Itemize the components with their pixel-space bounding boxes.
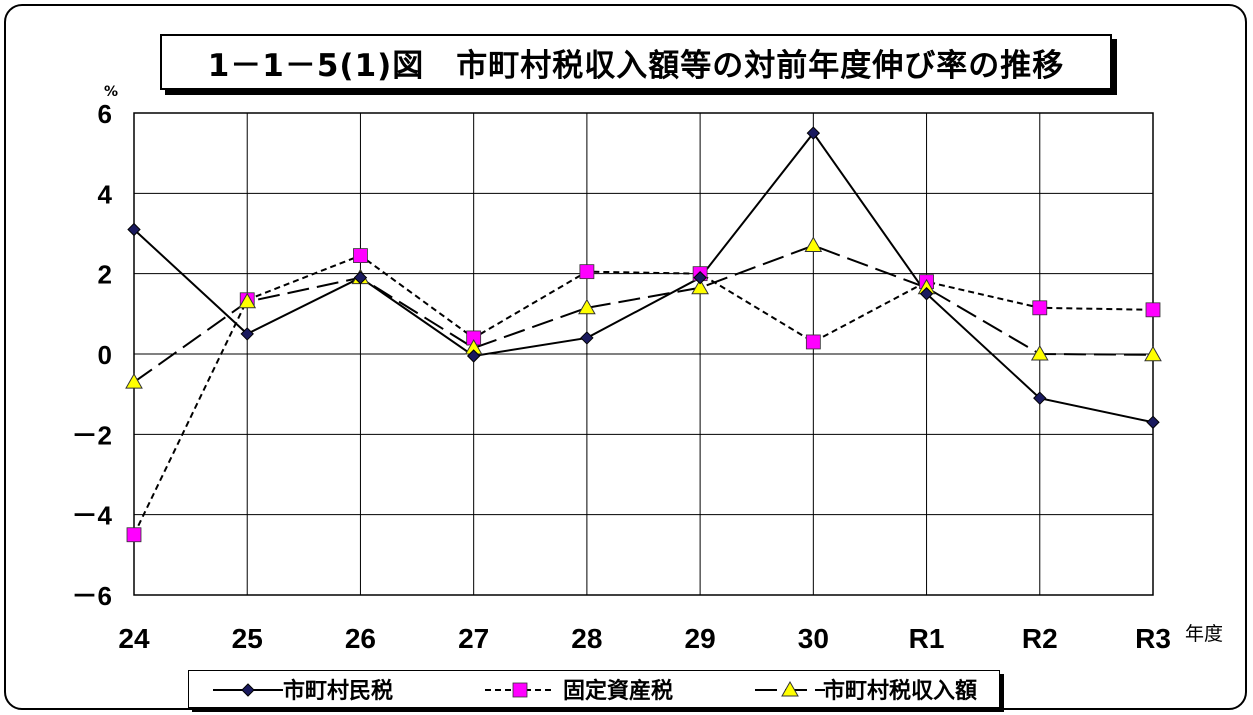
x-tick-label: R3: [1135, 623, 1171, 654]
legend-marker: [512, 682, 528, 698]
y-axis-unit-label: %: [104, 84, 118, 100]
legend-label: 市町村税収入額: [823, 678, 977, 704]
legend: 市町村民税 固定資産税 市町村税収入額: [188, 670, 1000, 708]
grid: [133, 112, 1154, 596]
y-tick-label: 2: [98, 260, 112, 290]
series-2-markers: [126, 248, 1161, 543]
data-point: [804, 236, 823, 253]
y-tick-label: －6: [72, 581, 112, 611]
data-point: [580, 331, 594, 345]
data-point: [353, 270, 368, 285]
data-point: [1146, 415, 1160, 429]
data-point: [466, 349, 481, 363]
x-tick-label: R2: [1022, 623, 1058, 654]
series-2: [133, 254, 1154, 536]
data-point: [806, 126, 821, 140]
x-tick-label: 26: [345, 623, 376, 654]
x-tick-label: R1: [909, 623, 945, 654]
data-point: [238, 292, 257, 309]
legend-item-2: 固定資産税: [485, 678, 673, 704]
series-layer: [125, 126, 1162, 543]
series-1: [133, 131, 1154, 424]
data-point: [805, 334, 821, 350]
data-point: [1032, 300, 1048, 316]
y-tick-label: 4: [98, 179, 113, 209]
data-point: [579, 264, 595, 280]
x-axis-unit-label: 年度: [1185, 623, 1223, 645]
data-point: [240, 327, 254, 341]
y-tick-label: －4: [72, 501, 113, 531]
legend-marker: [781, 680, 799, 697]
data-point: [353, 248, 368, 263]
legend-label: 固定資産税: [563, 678, 673, 704]
x-tick-label: 28: [571, 623, 602, 654]
data-point: [1145, 302, 1161, 318]
data-point: [1144, 345, 1162, 362]
data-point: [125, 373, 143, 389]
legend-label: 市町村民税: [283, 678, 393, 704]
series-line: [133, 254, 1154, 536]
data-point: [1033, 391, 1047, 405]
data-point: [578, 298, 596, 315]
y-tick-label: －2: [72, 420, 112, 450]
legend-marker: [241, 683, 255, 697]
series-line: [133, 131, 1154, 424]
x-tick-label: 25: [232, 623, 263, 654]
data-point: [693, 270, 707, 285]
chart-title-box: 1－1－5(1)図 市町村税収入額等の対前年度伸び率の推移: [160, 34, 1112, 90]
series-line: [133, 244, 1154, 383]
y-tick-label: 0: [98, 340, 112, 370]
legend-item-1: 市町村民税: [213, 678, 393, 704]
data-point: [691, 278, 709, 295]
data-point: [127, 222, 141, 237]
chart-title: 1－1－5(1)図 市町村税収入額等の対前年度伸び率の推移: [207, 47, 1065, 84]
x-tick-label: 27: [458, 623, 489, 654]
data-point: [1030, 344, 1049, 361]
data-point: [919, 287, 934, 301]
series-3: [133, 244, 1154, 383]
y-tick-label: 6: [98, 99, 112, 129]
x-tick-label: 29: [685, 623, 716, 654]
legend-item-3: 市町村税収入額: [755, 678, 977, 704]
data-point: [126, 527, 142, 543]
x-tick-label: 30: [798, 623, 829, 654]
x-tick-label: 24: [118, 623, 150, 654]
legend-canvas: 市町村民税 固定資産税 市町村税収入額: [213, 678, 977, 704]
series-1-markers: [127, 126, 1160, 429]
